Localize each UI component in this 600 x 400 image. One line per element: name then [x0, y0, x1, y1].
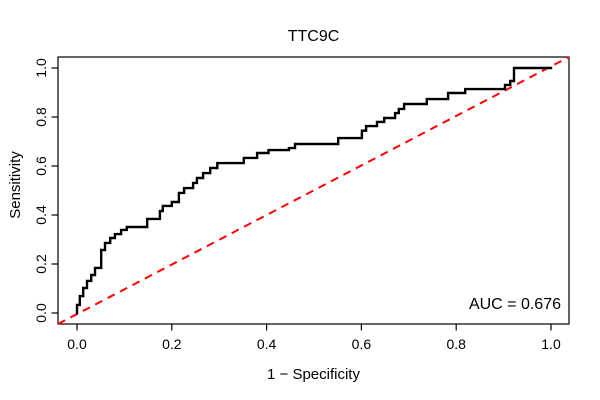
plot-box: [57, 56, 570, 325]
x-tick-label: 1.0: [541, 336, 561, 352]
y-tick-label: 1.0: [33, 58, 49, 78]
x-tick-label: 0.2: [162, 336, 182, 352]
y-tick-label: 0.8: [33, 107, 49, 127]
roc-curve: [75, 66, 553, 315]
y-axis-title: Sensitivity: [7, 151, 24, 219]
x-tick-label: 0.0: [67, 336, 87, 352]
y-tick-label: 0.6: [33, 156, 49, 176]
x-tick-label: 0.6: [351, 336, 372, 352]
x-tick-label: 0.8: [446, 336, 466, 352]
x-axis-title: 1 − Specificity: [267, 366, 360, 383]
auc-annotation: AUC = 0.676: [468, 296, 561, 313]
y-tick-label: 0.0: [33, 303, 49, 323]
chance-diagonal-line: [57, 56, 570, 325]
y-tick-label: 0.2: [33, 254, 49, 274]
x-tick-label: 0.4: [256, 336, 277, 352]
y-tick-label: 0.4: [33, 205, 49, 225]
chart-title: TTC9C: [287, 28, 340, 45]
